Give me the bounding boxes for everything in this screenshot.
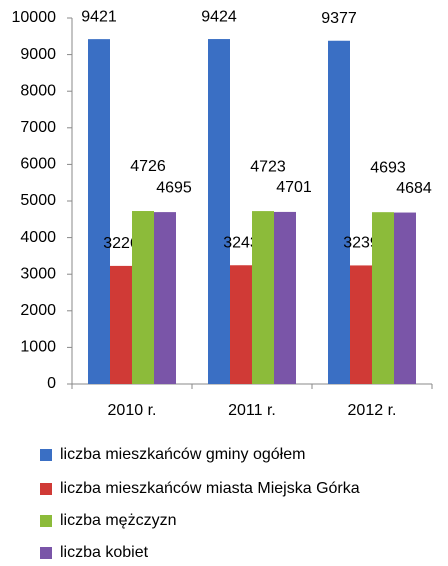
data-label: 9424 [201, 8, 237, 25]
y-tick-label: 9000 [20, 46, 56, 63]
data-label: 9377 [321, 10, 357, 27]
y-tick-label: 7000 [20, 119, 56, 136]
bar-shade [230, 265, 252, 384]
data-label: 4684 [396, 180, 432, 197]
bar-shade [252, 211, 274, 384]
legend-label: liczba kobiet [60, 544, 149, 561]
legend-swatch [40, 515, 52, 527]
legend-swatch [40, 483, 52, 495]
legend-label: liczba mężczyzn [60, 512, 176, 529]
y-tick-label: 4000 [20, 229, 56, 246]
bar-shade [372, 212, 394, 384]
data-label: 4726 [130, 158, 166, 175]
data-label: 4693 [370, 159, 406, 176]
bar-shade [274, 211, 296, 384]
data-label: 3226 [103, 235, 139, 252]
data-label: 3243 [223, 235, 259, 252]
bar-shade [132, 211, 154, 384]
y-tick-label: 5000 [20, 192, 56, 209]
bar-shade [110, 265, 132, 384]
data-label: 4701 [276, 179, 312, 196]
data-label: 4695 [156, 179, 192, 196]
legend-swatch [40, 547, 52, 559]
legend-label: liczba mieszkańców miasta Miejska Górka [60, 480, 360, 497]
bar-shade [350, 265, 372, 384]
y-tick-label: 0 [47, 375, 56, 392]
bar-shade [328, 40, 350, 385]
legend-label: liczba mieszkańców gminy ogółem [60, 446, 305, 463]
y-tick-label: 8000 [20, 82, 56, 99]
y-tick-label: 1000 [20, 339, 56, 356]
y-tick-label: 6000 [20, 156, 56, 173]
x-tick-label: 2012 r. [348, 402, 397, 419]
data-label: 4723 [250, 158, 286, 175]
x-tick-label: 2011 r. [228, 402, 276, 419]
legend-swatch [40, 449, 52, 461]
bar-shade [88, 39, 110, 384]
x-tick-label: 2010 r. [108, 402, 157, 419]
bar-shade [208, 39, 230, 384]
bar-shade [394, 212, 416, 384]
bar-shade [154, 212, 176, 384]
y-tick-label: 10000 [12, 9, 57, 26]
y-tick-label: 2000 [20, 302, 56, 319]
y-tick-label: 3000 [20, 265, 56, 282]
data-label: 9421 [81, 8, 117, 25]
data-label: 3239 [343, 235, 379, 252]
